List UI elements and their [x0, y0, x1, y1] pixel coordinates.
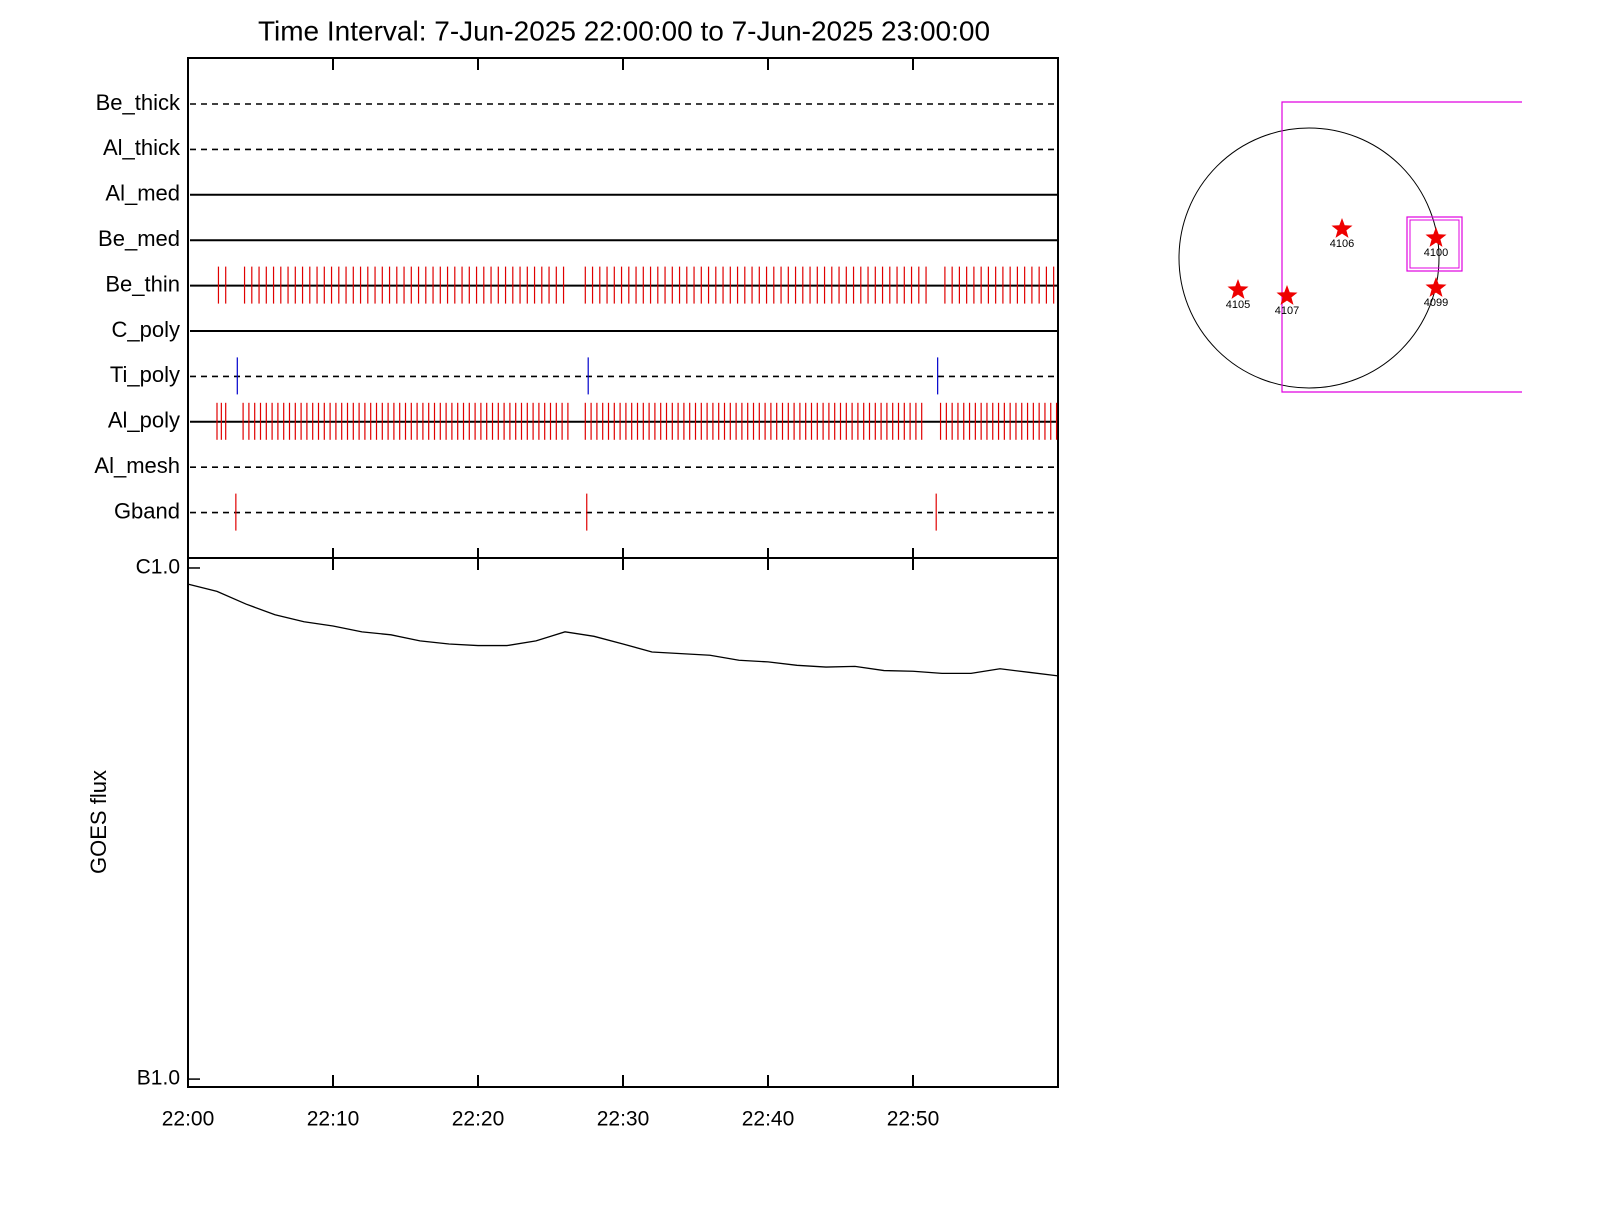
region-star [1425, 227, 1447, 247]
row-label: Ti_poly [110, 362, 180, 387]
x-tick-label: 22:10 [307, 1108, 360, 1131]
goes-frame [187, 557, 1059, 1088]
region-star [1331, 218, 1353, 238]
fov-box-inner [1409, 219, 1460, 269]
fov-box [1281, 101, 1522, 393]
row-label: C_poly [112, 317, 180, 342]
chart-title: Time Interval: 7-Jun-2025 22:00:00 to 7-… [258, 15, 990, 46]
region-star [1227, 279, 1249, 299]
region-star [1276, 285, 1298, 305]
x-tick-label: 22:00 [162, 1108, 215, 1131]
x-tick-label: 22:20 [452, 1108, 505, 1131]
y-tick-label: B1.0 [137, 1067, 180, 1090]
row-label: Be_med [98, 226, 180, 251]
x-tick-label: 22:40 [742, 1108, 795, 1131]
fov-box-small [1406, 216, 1463, 272]
row-label: Al_mesh [94, 453, 180, 478]
region-label: 4099 [1424, 297, 1448, 309]
row-label: Al_med [105, 181, 180, 206]
y-axis-label: GOES flux [86, 770, 111, 874]
row-label: Al_poly [108, 408, 180, 433]
row-label: Be_thin [105, 271, 180, 296]
region-label: 4106 [1330, 238, 1354, 250]
row-label: Al_thick [103, 135, 181, 160]
row-label: Be_thick [96, 90, 181, 115]
region-label: 4105 [1226, 299, 1250, 311]
x-tick-label: 22:50 [887, 1108, 940, 1131]
sun-disk [1178, 127, 1440, 389]
region-label: 4100 [1424, 247, 1448, 259]
row-label: Gband [114, 498, 180, 523]
timeline-frame [187, 57, 1059, 559]
goes-line [187, 583, 1059, 677]
x-tick-label: 22:30 [597, 1108, 650, 1131]
y-tick-label: C1.0 [136, 556, 180, 579]
region-label: 4107 [1275, 305, 1299, 317]
region-star [1425, 277, 1447, 297]
